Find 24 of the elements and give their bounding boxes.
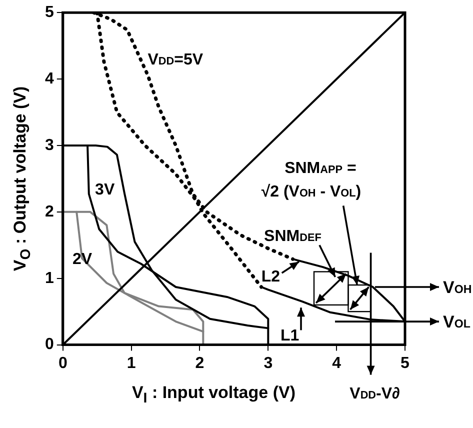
- text: VOH: [443, 278, 472, 297]
- x-tick-label: 3: [264, 354, 273, 372]
- annotation: √2 (VOH - VOL): [261, 183, 362, 200]
- text: VDD-V∂: [350, 385, 400, 402]
- annotation: L1: [280, 327, 300, 344]
- annotation: VDD=5V: [148, 52, 204, 69]
- x-tick-label: 4: [332, 354, 342, 372]
- y-tick-label: 3: [44, 136, 54, 154]
- y-tick-label: 0: [44, 336, 54, 354]
- x-tick-label: 2: [195, 354, 204, 372]
- annotation: L2: [261, 268, 280, 286]
- annotation: 3V: [95, 181, 115, 198]
- x-axis-title: V$_{I}$ : Input voltage (V): [132, 382, 296, 406]
- annotation: SNMAPP =: [284, 160, 356, 178]
- x-tick-label: 5: [400, 354, 410, 372]
- y-tick-label: 2: [44, 203, 54, 220]
- annotation: 2V: [72, 251, 92, 268]
- annotation: SNMDEF: [264, 228, 322, 245]
- x-tick-label: 1: [126, 354, 136, 372]
- x-tick-label: 0: [58, 354, 68, 372]
- text: VOL: [443, 312, 470, 332]
- y-tick-label: 1: [44, 270, 54, 287]
- y-tick-label: 5: [44, 4, 54, 22]
- y-tick-label: 4: [44, 70, 54, 88]
